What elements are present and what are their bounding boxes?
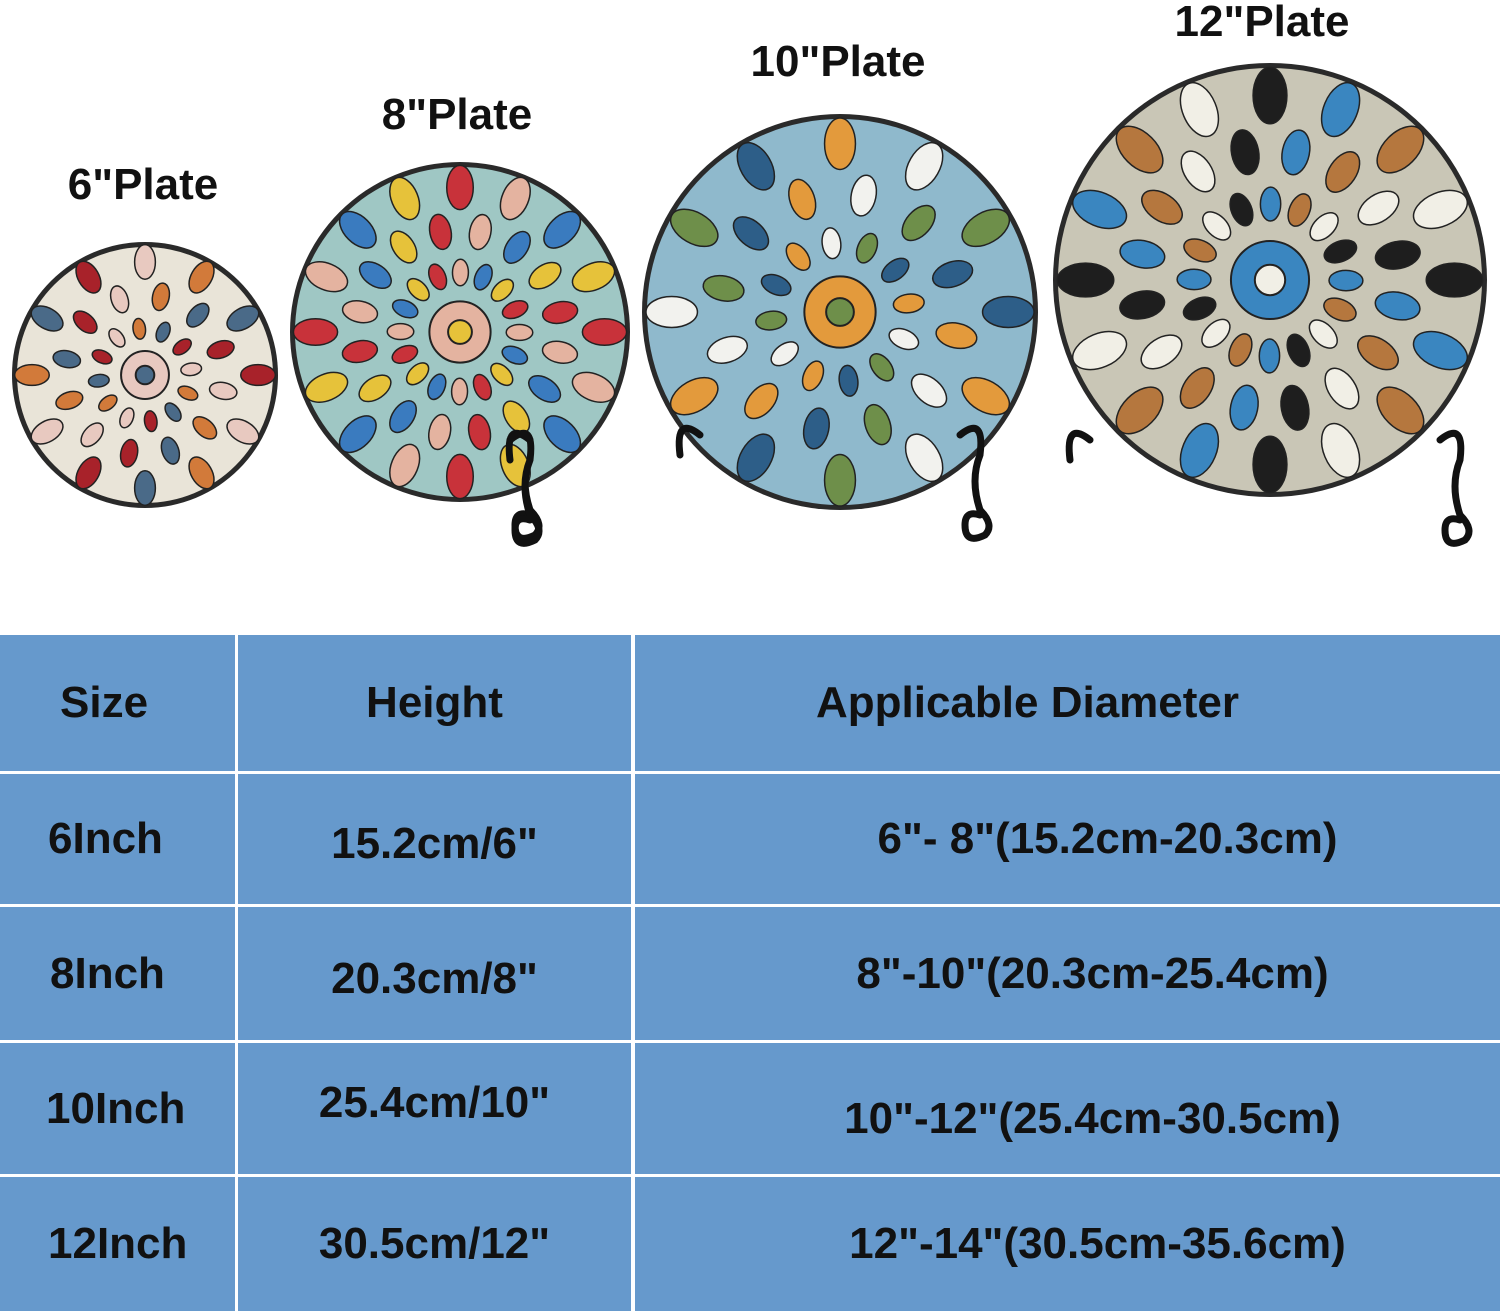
plate-4 [1053,63,1487,497]
header-size: Size [0,635,235,771]
plate-label-10: 10"Plate [750,37,926,86]
row-size: 8Inch [0,907,235,1040]
row-size: 6Inch [0,774,235,904]
plates-illustration [12,63,1487,547]
row-height: 30.5cm/12" [238,1177,631,1311]
plate-3 [642,114,1038,510]
row-diameter: 8"-10"(20.3cm-25.4cm) [635,907,1500,1040]
row-height: 25.4cm/10" [238,1043,631,1174]
plate-stand-4 [1065,429,1473,547]
row-height: 20.3cm/8" [238,907,631,1040]
size-table: Size Height Applicable Diameter 6Inch 15… [0,635,1500,1311]
plate-stand-2 [505,429,543,547]
row-diameter: 12"-14"(30.5cm-35.6cm) [635,1177,1500,1311]
plate-1 [12,242,278,508]
row-size: 10Inch [0,1043,235,1174]
row-size: 12Inch [0,1177,235,1311]
header-height: Height [238,635,631,771]
plate-2 [290,162,630,502]
plate-label-6: 6"Plate [67,160,219,209]
plate-stand-3 [675,424,993,542]
row-diameter: 10"-12"(25.4cm-30.5cm) [635,1043,1500,1174]
plate-label-8: 8"Plate [381,90,533,139]
row-height: 15.2cm/6" [238,774,631,904]
plate-label-12: 12"Plate [1174,0,1350,46]
header-diameter: Applicable Diameter [635,635,1500,771]
row-diameter: 6"- 8"(15.2cm-20.3cm) [635,774,1500,904]
